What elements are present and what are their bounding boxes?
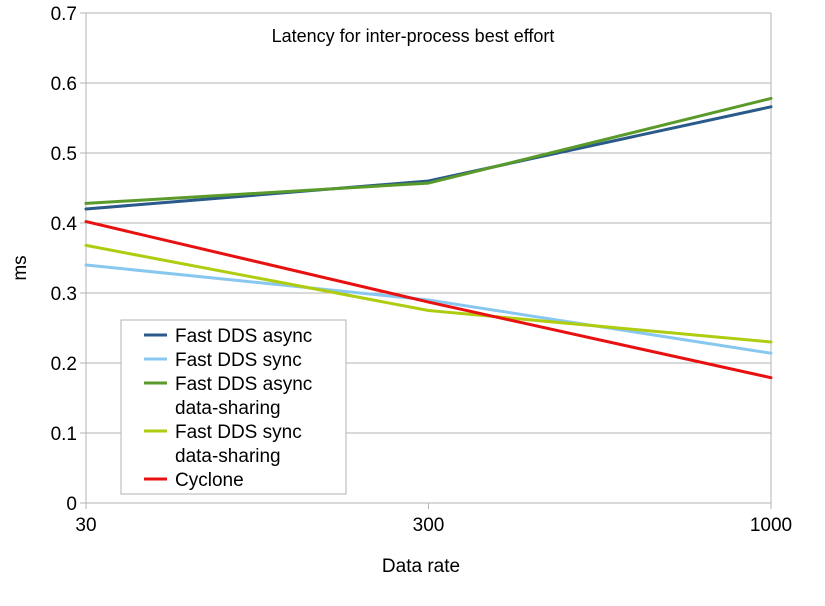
- x-tick-label: 30: [75, 515, 96, 536]
- legend-label: Cyclone: [175, 470, 244, 491]
- series-lines: [84, 96, 773, 380]
- series-line-4: [84, 220, 773, 380]
- y-tick-label: 0: [66, 494, 77, 515]
- series-line-1: [84, 263, 773, 355]
- legend-box: [120, 319, 347, 495]
- legend-label: Fast DDS async: [175, 374, 312, 395]
- series-line-2: [84, 96, 773, 205]
- legend-label: Fast DDS sync: [175, 350, 302, 371]
- x-tick-label: 1000: [750, 515, 792, 536]
- chart-title: Latency for inter-process best effort: [272, 26, 555, 46]
- x-tick-label: 300: [413, 515, 445, 536]
- y-tick-labels: 0 0.1 0.2 0.3 0.4 0.5 0.6 0.7: [51, 4, 78, 515]
- x-axis-label: Data rate: [382, 556, 460, 577]
- legend-label: data-sharing: [175, 398, 281, 419]
- y-tick-label: 0.4: [51, 214, 78, 235]
- series-line-0: [84, 105, 773, 211]
- series-line-3: [84, 243, 773, 344]
- axes: [80, 12, 772, 509]
- legend: Fast DDS async Fast DDS sync Fast DDS asyn…: [120, 319, 347, 495]
- x-tick-labels: 30 300 1000: [75, 515, 792, 536]
- legend-label: Fast DDS sync: [175, 422, 302, 443]
- y-axis-label: ms: [10, 255, 31, 280]
- legend-label: Fast DDS async: [175, 326, 312, 347]
- y-tick-label: 0.1: [51, 424, 77, 445]
- y-tick-label: 0.2: [51, 354, 77, 375]
- y-tick-label: 0.3: [51, 284, 77, 305]
- y-tick-label: 0.7: [51, 4, 77, 25]
- legend-label: data-sharing: [175, 446, 281, 467]
- y-tick-label: 0.6: [51, 74, 77, 95]
- y-tick-label: 0.5: [51, 144, 77, 165]
